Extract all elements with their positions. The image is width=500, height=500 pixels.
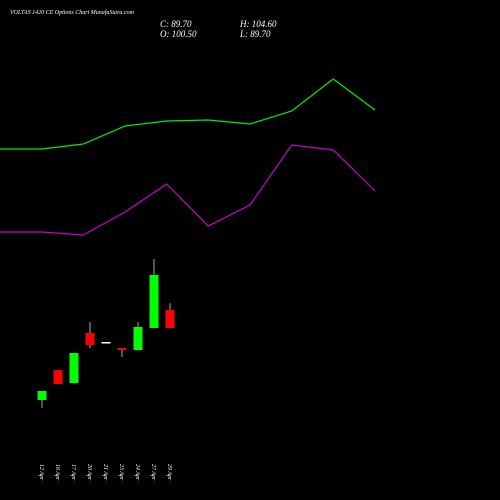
overlay-line: [0, 144, 376, 236]
x-tick-label: 24 Apr: [134, 464, 141, 481]
candle-body: [101, 342, 111, 344]
x-tick-label: 21 Apr: [102, 464, 108, 481]
x-tick-label: 23 Apr: [118, 464, 124, 481]
x-tick-label: 16 Apr: [54, 464, 60, 481]
candle-body: [149, 275, 159, 328]
candle-body: [85, 333, 95, 345]
close-label: C: 89.70: [160, 19, 192, 29]
x-tick-label: 17 Apr: [70, 464, 76, 481]
candle-body: [69, 353, 79, 383]
x-tick-label: 27 Apr: [150, 464, 156, 481]
x-tick-label: 20 Apr: [86, 464, 92, 481]
overlay-line: [0, 78, 376, 150]
x-tick-label: 29 Apr: [166, 464, 172, 481]
high-label: H: 104.60: [239, 19, 277, 29]
open-label: O: 100.50: [160, 29, 197, 39]
candle-body: [165, 310, 175, 328]
candle-body: [133, 327, 143, 350]
low-label: L: 89.70: [239, 29, 271, 39]
candle-body: [37, 391, 47, 400]
candle-body: [53, 370, 63, 384]
candle-body: [117, 348, 127, 350]
chart-title: VOLTAS 1420 CE Options Chart MunafaSutra…: [10, 9, 135, 16]
x-tick-label: 12 Apr: [38, 464, 44, 481]
